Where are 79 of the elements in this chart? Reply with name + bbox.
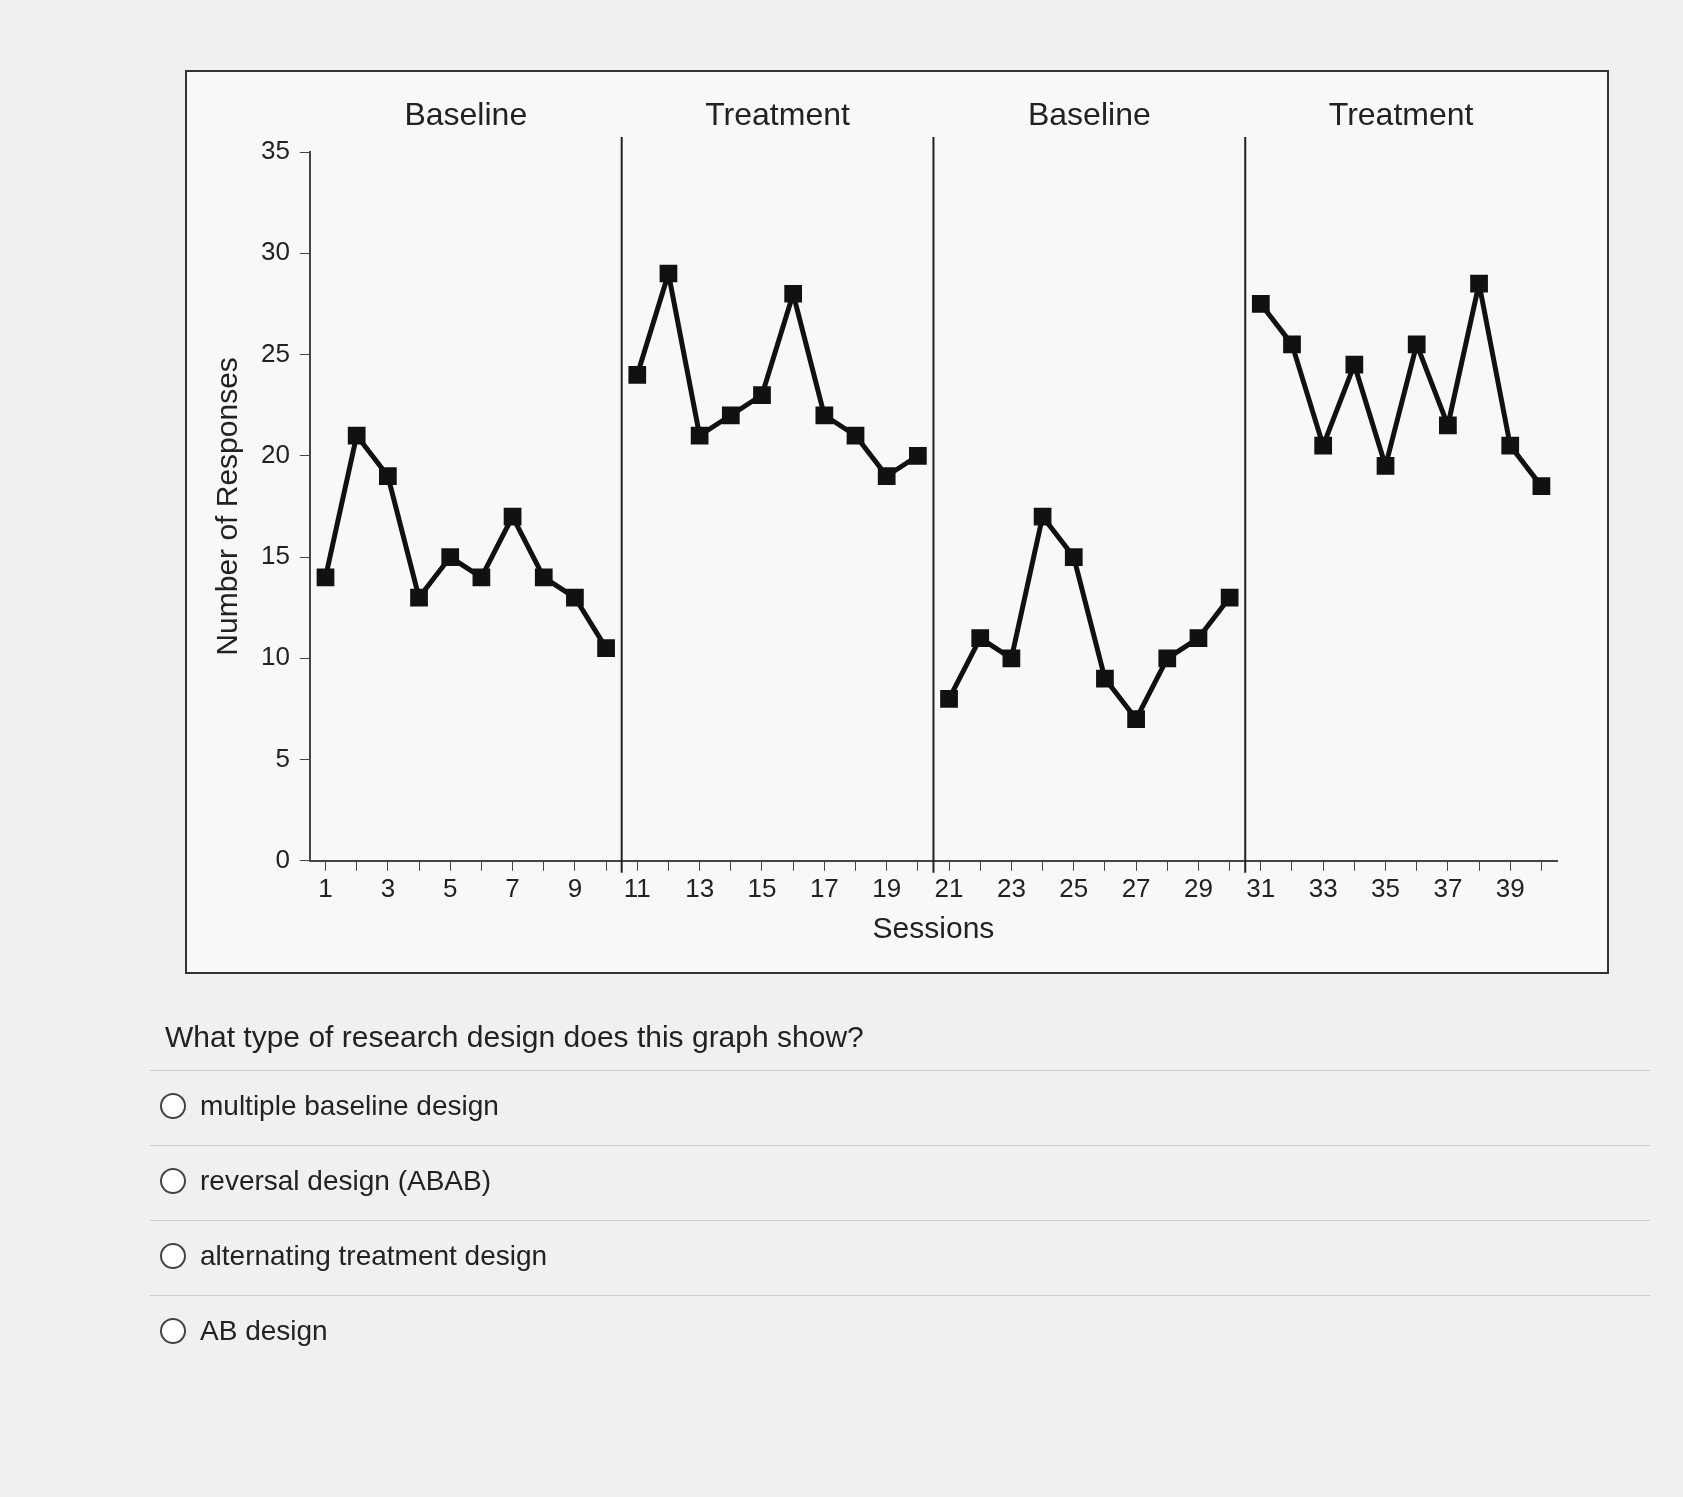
point — [1439, 416, 1457, 435]
y-tick-label: 5 — [275, 742, 290, 773]
point — [1064, 548, 1083, 566]
y-tick-label: 10 — [261, 641, 290, 672]
point — [1033, 507, 1052, 526]
text: AB design — [200, 1315, 328, 1347]
point — [1158, 649, 1177, 668]
point — [1501, 436, 1520, 455]
point — [815, 406, 834, 425]
point — [659, 264, 678, 283]
x-tick-label: 3 — [380, 872, 396, 903]
text: Treatment — [705, 95, 850, 132]
text: alternating treatment design — [200, 1240, 548, 1272]
point — [753, 386, 771, 404]
x-tick-label: 11 — [623, 872, 651, 903]
x-tick-label: 13 — [685, 872, 715, 903]
point — [1283, 335, 1301, 354]
text: Baseline — [1027, 95, 1151, 132]
point — [1407, 335, 1426, 354]
point — [846, 426, 865, 445]
point — [690, 426, 709, 445]
x-tick-label: 17 — [809, 872, 839, 903]
x-tick-label: 21 — [934, 872, 964, 903]
y-axis-title: Number of Responses — [210, 357, 244, 656]
x-tick-label: 27 — [1121, 872, 1151, 903]
point — [1470, 274, 1488, 293]
point — [410, 588, 428, 607]
point — [1127, 710, 1145, 728]
y-tick-label: 20 — [261, 438, 290, 469]
point — [316, 568, 335, 587]
point — [1220, 588, 1239, 607]
x-tick-label: 37 — [1433, 872, 1463, 903]
point — [1002, 649, 1021, 668]
point — [877, 467, 896, 485]
point — [379, 467, 397, 485]
point — [1251, 295, 1270, 313]
point — [628, 365, 647, 384]
x-tick-label: 5 — [442, 872, 458, 903]
point — [1314, 436, 1333, 455]
point — [784, 284, 803, 303]
point — [347, 426, 366, 445]
x-tick-label: 31 — [1246, 872, 1276, 903]
text: What type of research design does this graph show? — [165, 1020, 864, 1054]
x-tick-label: 29 — [1184, 872, 1213, 903]
y-tick-label: 15 — [261, 540, 290, 571]
text: reversal design (ABAB) — [200, 1165, 492, 1197]
point — [597, 639, 615, 658]
x-tick-label: 7 — [505, 872, 520, 903]
point — [1096, 669, 1114, 688]
x-axis-title: Sessions — [872, 911, 995, 945]
y-tick-label: 25 — [261, 337, 290, 368]
point — [1189, 629, 1208, 647]
x-tick-label: 35 — [1371, 872, 1400, 903]
point — [940, 689, 958, 708]
point — [534, 568, 553, 587]
point — [1376, 457, 1395, 475]
y-tick-label: 0 — [275, 843, 290, 874]
text: Baseline — [404, 95, 528, 132]
point — [971, 629, 990, 647]
text: multiple baseline design — [200, 1090, 499, 1122]
x-tick-label: 9 — [567, 872, 583, 903]
x-tick-label: 25 — [1059, 872, 1089, 903]
x-tick-label: 33 — [1308, 872, 1338, 903]
point — [909, 446, 927, 465]
y-tick-label: 30 — [261, 236, 290, 267]
point — [1532, 477, 1551, 496]
x-tick-label: 1 — [318, 872, 333, 903]
x-tick-label: 39 — [1495, 872, 1525, 903]
text: Treatment — [1328, 95, 1474, 132]
x-tick-label: 15 — [747, 872, 777, 903]
point — [503, 507, 522, 526]
x-tick-label: 19 — [872, 872, 902, 903]
point — [566, 588, 584, 607]
point — [721, 406, 740, 425]
point — [441, 548, 460, 566]
x-tick-label: 23 — [996, 872, 1026, 903]
point — [1345, 355, 1364, 374]
point — [472, 568, 491, 587]
y-tick-label: 35 — [261, 135, 290, 166]
